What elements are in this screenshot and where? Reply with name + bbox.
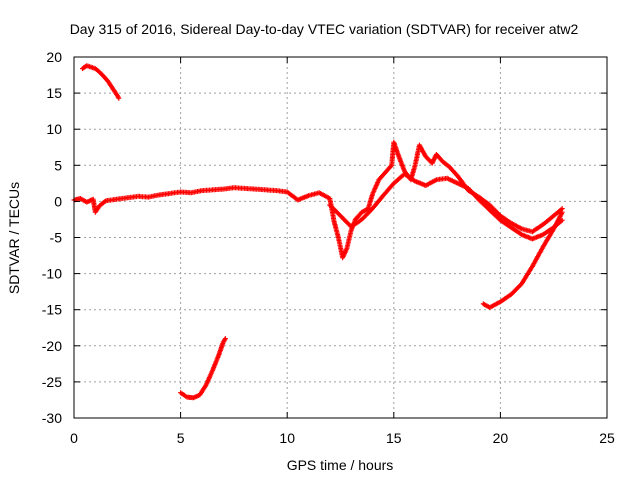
y-tick-label: 10 <box>46 121 62 137</box>
x-tick-label: 20 <box>493 430 509 446</box>
x-tick-label: 15 <box>386 430 402 446</box>
series-early-high <box>80 63 122 101</box>
x-tick-label: 10 <box>279 430 295 446</box>
series-late-recovery <box>480 209 565 310</box>
y-tick-label: 20 <box>46 49 62 65</box>
x-axis-label: GPS time / hours <box>287 457 394 473</box>
series-main <box>71 139 565 261</box>
y-tick-label: -15 <box>42 302 62 318</box>
axis-ticks: 0 5 10 15 20 25 -30 -25 -20 -15 -10 -5 0 5 10 15 20 <box>42 49 615 446</box>
x-tick-label: 25 <box>599 430 615 446</box>
y-tick-label: 5 <box>54 157 62 173</box>
y-tick-label: -5 <box>50 230 63 246</box>
data-point <box>222 336 228 342</box>
y-tick-label: -20 <box>42 338 62 354</box>
y-tick-label: -30 <box>42 410 62 426</box>
data-point <box>116 95 122 101</box>
data-series <box>71 63 565 401</box>
y-tick-label: 0 <box>54 193 62 209</box>
y-tick-label: 15 <box>46 85 62 101</box>
y-tick-label: -25 <box>42 374 62 390</box>
data-point <box>559 209 565 215</box>
x-tick-label: 0 <box>70 430 78 446</box>
series-early-low <box>178 336 228 401</box>
x-tick-label: 5 <box>177 430 185 446</box>
chart-title: Day 315 of 2016, Sidereal Day-to-day VTE… <box>70 21 579 37</box>
data-point <box>388 163 394 169</box>
data-point <box>559 217 565 223</box>
y-axis-label: SDTVAR / TECUs <box>6 182 22 294</box>
y-tick-label: -10 <box>42 266 62 282</box>
